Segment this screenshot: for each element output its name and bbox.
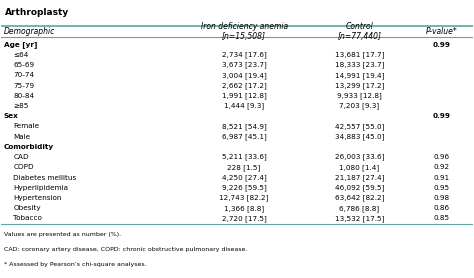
Text: 3,004 [19.4]: 3,004 [19.4] — [222, 72, 266, 79]
Text: 80-84: 80-84 — [13, 93, 34, 99]
Text: 7,203 [9.3]: 7,203 [9.3] — [339, 103, 380, 109]
Text: Hyperlipidemia: Hyperlipidemia — [13, 185, 68, 191]
Text: Age [yr]: Age [yr] — [4, 41, 37, 48]
Text: COPD: COPD — [13, 164, 34, 170]
Text: Iron deficiency anemia
[n=15,508]: Iron deficiency anemia [n=15,508] — [201, 22, 288, 41]
Text: 70-74: 70-74 — [13, 72, 34, 78]
Text: 34,883 [45.0]: 34,883 [45.0] — [335, 133, 384, 140]
Text: 5,211 [33.6]: 5,211 [33.6] — [222, 154, 266, 160]
Text: 21,187 [27.4]: 21,187 [27.4] — [335, 174, 384, 181]
Text: 8,521 [54.9]: 8,521 [54.9] — [222, 123, 266, 130]
Text: Diabetes mellitus: Diabetes mellitus — [13, 175, 76, 180]
Text: CAD: coronary artery disease, COPD: chronic obstructive pulmonary disease.: CAD: coronary artery disease, COPD: chro… — [4, 247, 247, 252]
Text: Hypertension: Hypertension — [13, 195, 62, 201]
Text: 2,720 [17.5]: 2,720 [17.5] — [222, 215, 266, 222]
Text: 63,642 [82.2]: 63,642 [82.2] — [335, 195, 384, 201]
Text: 6,786 [8.8]: 6,786 [8.8] — [339, 205, 380, 212]
Text: Values are presented as number (%).: Values are presented as number (%). — [4, 232, 121, 237]
Text: 42,557 [55.0]: 42,557 [55.0] — [335, 123, 384, 130]
Text: 0.99: 0.99 — [433, 42, 451, 48]
Text: 0.95: 0.95 — [434, 185, 450, 191]
Text: Sex: Sex — [4, 113, 18, 119]
Text: Comorbidity: Comorbidity — [4, 144, 54, 150]
Text: 13,681 [17.7]: 13,681 [17.7] — [335, 51, 384, 58]
Text: 0.91: 0.91 — [434, 175, 450, 180]
Text: 13,532 [17.5]: 13,532 [17.5] — [335, 215, 384, 222]
Text: 0.86: 0.86 — [434, 205, 450, 211]
Text: Female: Female — [13, 123, 39, 130]
Text: Tobacco: Tobacco — [13, 215, 42, 221]
Text: CAD: CAD — [13, 154, 29, 160]
Text: 1,444 [9.3]: 1,444 [9.3] — [224, 103, 264, 109]
Text: Arthroplasty: Arthroplasty — [5, 8, 69, 17]
Text: * Assessed by Pearson’s chi-square analyses.: * Assessed by Pearson’s chi-square analy… — [4, 262, 146, 267]
Text: 1,991 [12.8]: 1,991 [12.8] — [222, 92, 266, 99]
Text: Male: Male — [13, 134, 30, 140]
Text: ≤64: ≤64 — [13, 52, 28, 58]
Text: 65-69: 65-69 — [13, 62, 34, 68]
Text: 75-79: 75-79 — [13, 83, 34, 88]
Text: Obesity: Obesity — [13, 205, 41, 211]
Text: 2,734 [17.6]: 2,734 [17.6] — [222, 51, 266, 58]
Text: 18,333 [23.7]: 18,333 [23.7] — [335, 62, 384, 68]
Text: 0.99: 0.99 — [433, 113, 451, 119]
Text: Demographic: Demographic — [4, 27, 55, 36]
Text: 12,743 [82.2]: 12,743 [82.2] — [219, 195, 269, 201]
Text: Control
[n=77,440]: Control [n=77,440] — [337, 22, 382, 41]
Text: 228 [1.5]: 228 [1.5] — [228, 164, 261, 171]
Text: 9,226 [59.5]: 9,226 [59.5] — [222, 184, 266, 191]
Text: 1,366 [8.8]: 1,366 [8.8] — [224, 205, 264, 212]
Text: 0.85: 0.85 — [434, 215, 450, 221]
Text: 13,299 [17.2]: 13,299 [17.2] — [335, 82, 384, 89]
Text: P-value*: P-value* — [426, 27, 458, 36]
Text: ≥85: ≥85 — [13, 103, 28, 109]
Text: 9,933 [12.8]: 9,933 [12.8] — [337, 92, 382, 99]
Text: 1,080 [1.4]: 1,080 [1.4] — [339, 164, 380, 171]
Text: 0.92: 0.92 — [434, 164, 450, 170]
Text: 0.98: 0.98 — [434, 195, 450, 201]
Text: 46,092 [59.5]: 46,092 [59.5] — [335, 184, 384, 191]
Text: 4,250 [27.4]: 4,250 [27.4] — [222, 174, 266, 181]
Text: 0.96: 0.96 — [434, 154, 450, 160]
Text: 6,987 [45.1]: 6,987 [45.1] — [222, 133, 266, 140]
Text: 2,662 [17.2]: 2,662 [17.2] — [222, 82, 266, 89]
Text: 14,991 [19.4]: 14,991 [19.4] — [335, 72, 384, 79]
Text: 3,673 [23.7]: 3,673 [23.7] — [222, 62, 266, 68]
Text: 26,003 [33.6]: 26,003 [33.6] — [335, 154, 384, 160]
